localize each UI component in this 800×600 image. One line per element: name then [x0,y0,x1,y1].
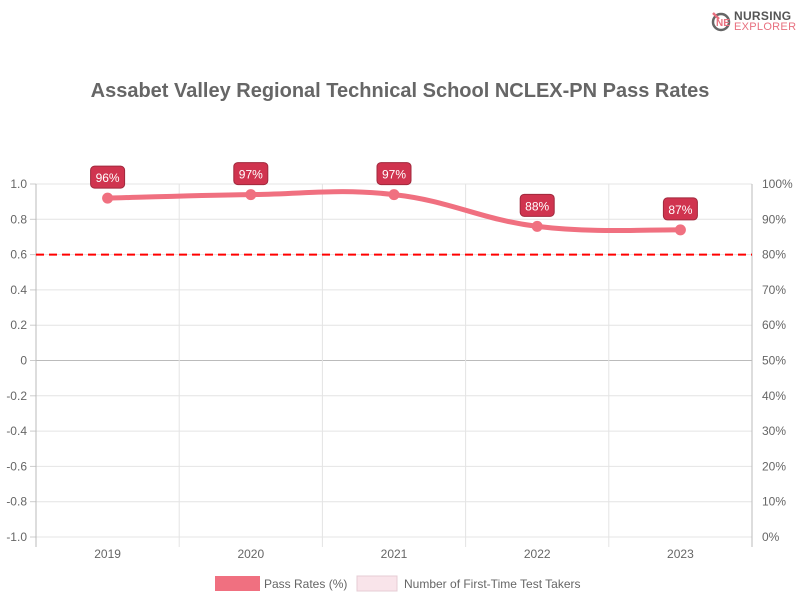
legend-swatch [356,575,398,592]
right-tick-label: 80% [762,248,786,262]
left-tick-label: 1.0 [10,177,27,191]
chart-title: Assabet Valley Regional Technical School… [90,80,710,102]
x-tick-label: 2020 [237,547,264,561]
logo-icon: NE [711,12,731,32]
right-tick-label: 10% [762,495,786,509]
logo-text-explorer: EXPLORER [734,21,797,33]
left-tick-label: 0.2 [10,318,27,332]
data-label-box [376,162,412,186]
x-tick-label: 2022 [524,547,551,561]
right-tick-label: 70% [762,283,786,297]
right-tick-label: 90% [762,212,786,226]
right-tick-label: 40% [762,389,786,403]
left-tick-label: 0.4 [10,283,27,297]
data-label-box [662,197,698,221]
data-point [674,224,686,236]
data-label-box [90,165,126,189]
left-tick-label: -0.2 [6,389,27,403]
data-point [102,192,114,204]
left-tick-label: -0.4 [6,424,27,438]
data-label: 96% [96,171,120,185]
data-point [388,189,400,201]
legend-label: Pass Rates (%) [264,577,347,591]
data-label: 97% [239,168,263,182]
logo-text-nursing: NURSING [734,9,792,23]
left-tick-label: -0.8 [6,495,27,509]
svg-text:NE: NE [716,18,730,29]
right-tick-label: 50% [762,354,786,368]
data-label: 87% [668,203,692,217]
right-tick-label: 100% [762,177,793,191]
left-tick-label: 0.6 [10,248,27,262]
data-point [531,220,543,232]
legend-label: Number of First-Time Test Takers [404,577,580,591]
data-label: 88% [525,199,549,213]
nursing-explorer-logo: NE NURSING EXPLORER [710,8,797,34]
x-tick-label: 2021 [381,547,408,561]
left-tick-label: 0 [20,354,27,368]
data-label: 97% [382,168,406,182]
left-tick-label: -0.6 [6,459,27,473]
x-tick-label: 2023 [667,547,694,561]
left-tick-label: -1.0 [6,530,27,544]
data-label-box [519,193,555,217]
left-tick-label: 0.8 [10,212,27,226]
right-tick-label: 0% [762,530,780,544]
right-tick-label: 20% [762,459,786,473]
data-point [245,189,257,201]
data-label-box [233,162,269,186]
right-tick-label: 60% [762,318,786,332]
legend-swatch [215,576,260,591]
right-tick-label: 30% [762,424,786,438]
x-tick-label: 2019 [94,547,121,561]
